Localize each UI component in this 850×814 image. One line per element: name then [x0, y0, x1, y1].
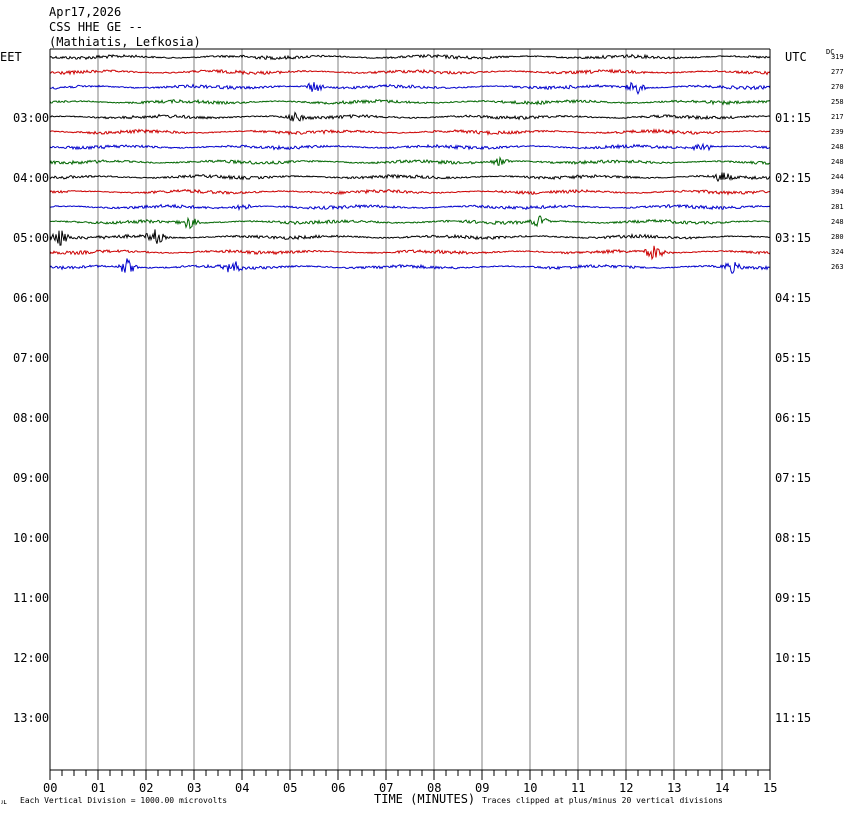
- trace-dc-value: 394: [831, 188, 844, 196]
- clipping-note: Traces clipped at plus/minus 20 vertical…: [482, 796, 723, 805]
- minute-tick-label: 13: [667, 781, 682, 795]
- right-hour-label: 03:15: [775, 231, 812, 245]
- minute-tick-label: 05: [283, 781, 298, 795]
- trace-dc-value: 244: [831, 173, 844, 181]
- right-hour-label: 02:15: [775, 171, 812, 185]
- trace-dc-value: 248: [831, 218, 844, 226]
- axis-title: TIME (MINUTES): [374, 792, 476, 806]
- left-hour-label: 12:00: [13, 651, 50, 665]
- seismic-trace: [49, 245, 771, 261]
- seismic-trace: [49, 81, 771, 95]
- left-hour-label: 11:00: [13, 591, 50, 605]
- minute-tick-label: 00: [43, 781, 58, 795]
- trace-dc-value: 281: [831, 203, 844, 211]
- minute-tick-label: 06: [331, 781, 346, 795]
- seismic-trace: [49, 53, 771, 61]
- left-hour-label: 09:00: [13, 471, 50, 485]
- seismic-trace: [49, 128, 771, 136]
- trace-dc-value: 258: [831, 98, 844, 106]
- right-hour-label: 09:15: [775, 591, 812, 605]
- plot-frame: [49, 48, 771, 771]
- trace-group: [49, 53, 771, 274]
- minute-tick-label: 10: [523, 781, 538, 795]
- right-hour-label: 04:15: [775, 291, 812, 305]
- seismic-trace: [49, 68, 771, 76]
- minute-tick-label: 02: [139, 781, 154, 795]
- left-hour-label: 05:00: [13, 231, 50, 245]
- trace-dc-value: 319: [831, 53, 844, 61]
- left-hour-label: 08:00: [13, 411, 50, 425]
- minute-tick-label: 14: [715, 781, 730, 795]
- trace-dc-value: 217: [831, 113, 844, 121]
- right-hour-label: 07:15: [775, 471, 812, 485]
- seismic-trace: [49, 215, 771, 230]
- minute-tick-label: 04: [235, 781, 250, 795]
- record-date: Apr17,2026: [49, 5, 122, 19]
- time-axis-ticks: [49, 770, 771, 780]
- minute-tick-label: 01: [91, 781, 106, 795]
- right-hour-label: 05:15: [775, 351, 812, 365]
- seismic-trace: [49, 258, 771, 274]
- right-hour-label: 06:15: [775, 411, 812, 425]
- minute-tick-label: 12: [619, 781, 634, 795]
- seismic-trace: [49, 172, 771, 183]
- seismic-trace: [49, 229, 771, 246]
- seismic-trace: [49, 98, 771, 106]
- trace-dc-value: 248: [831, 158, 844, 166]
- seismic-trace: [49, 142, 771, 152]
- right-timezone-label: UTC: [785, 50, 807, 64]
- station-code: CSS HHE GE --: [49, 20, 143, 34]
- minute-tick-label: 03: [187, 781, 202, 795]
- left-hour-label: 07:00: [13, 351, 50, 365]
- right-hour-label: 01:15: [775, 111, 812, 125]
- left-hour-label: 10:00: [13, 531, 50, 545]
- trace-dc-value: 248: [831, 143, 844, 151]
- minute-tick-label: 09: [475, 781, 490, 795]
- trace-dc-value: 270: [831, 83, 844, 91]
- minute-tick-label: 08: [427, 781, 442, 795]
- left-hour-label: 03:00: [13, 111, 50, 125]
- trace-dc-value: 324: [831, 248, 844, 256]
- trace-dc-value: 263: [831, 263, 844, 271]
- dc-label: DC: [826, 48, 835, 56]
- trace-dc-value: 277: [831, 68, 844, 76]
- seismic-trace: [49, 156, 771, 166]
- left-timezone-label: EET: [0, 50, 22, 64]
- seismic-trace: [49, 188, 771, 196]
- minute-tick-label: 15: [763, 781, 778, 795]
- left-hour-label: 04:00: [13, 171, 50, 185]
- left-hour-label: 06:00: [13, 291, 50, 305]
- right-hour-label: 10:15: [775, 651, 812, 665]
- corner-mark: ᴊʟ: [1, 798, 8, 806]
- trace-dc-value: 239: [831, 128, 844, 136]
- scale-note: Each Vertical Division = 1000.00 microvo…: [20, 796, 228, 805]
- right-hour-label: 11:15: [775, 711, 812, 725]
- left-hour-label: 13:00: [13, 711, 50, 725]
- seismic-trace: [49, 203, 771, 212]
- trace-dc-value: 280: [831, 233, 844, 241]
- right-hour-label: 08:15: [775, 531, 812, 545]
- seismic-trace: [49, 111, 771, 122]
- station-location: (Mathiatis, Lefkosia): [49, 35, 201, 49]
- minute-gridlines: [97, 49, 723, 770]
- minute-tick-label: 07: [379, 781, 394, 795]
- minute-tick-label: 11: [571, 781, 586, 795]
